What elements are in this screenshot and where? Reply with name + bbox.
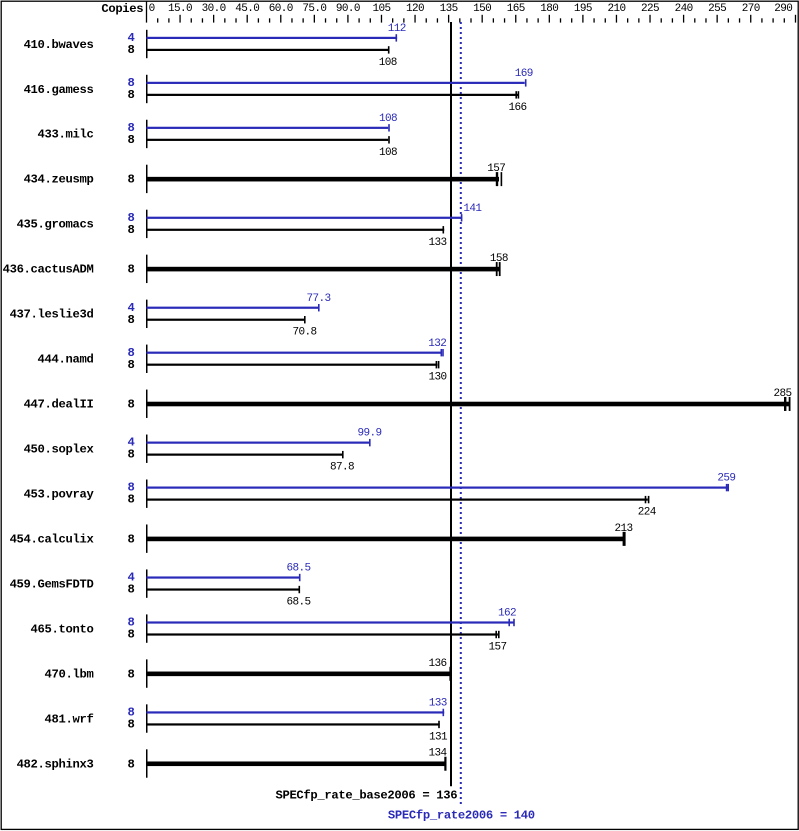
svg-text:68.5: 68.5	[286, 597, 310, 609]
svg-text:75.0: 75.0	[302, 3, 326, 15]
svg-text:180: 180	[540, 3, 558, 15]
svg-text:8: 8	[128, 616, 135, 630]
svg-text:482.sphinx3: 482.sphinx3	[17, 757, 94, 771]
svg-text:68.5: 68.5	[286, 563, 310, 575]
svg-text:213: 213	[614, 523, 632, 535]
svg-text:87.8: 87.8	[330, 462, 354, 474]
svg-text:447.dealII: 447.dealII	[24, 398, 94, 412]
svg-text:99.9: 99.9	[357, 428, 381, 440]
svg-text:434.zeusmp: 434.zeusmp	[24, 173, 94, 187]
svg-text:290: 290	[774, 3, 792, 15]
svg-text:8: 8	[128, 493, 135, 507]
svg-text:410.bwaves: 410.bwaves	[24, 38, 94, 52]
svg-text:108: 108	[379, 57, 397, 69]
svg-text:4: 4	[128, 436, 135, 450]
svg-text:454.calculix: 454.calculix	[10, 532, 95, 546]
svg-text:136: 136	[428, 658, 446, 670]
svg-text:45.0: 45.0	[235, 3, 259, 15]
svg-text:8: 8	[128, 757, 135, 771]
svg-text:444.namd: 444.namd	[38, 353, 94, 367]
svg-text:8: 8	[128, 718, 135, 732]
svg-text:8: 8	[128, 398, 135, 412]
svg-text:459.GemsFDTD: 459.GemsFDTD	[10, 577, 94, 591]
svg-text:224: 224	[638, 507, 657, 519]
svg-text:132: 132	[428, 338, 446, 350]
svg-text:130: 130	[428, 372, 446, 384]
svg-text:8: 8	[128, 583, 135, 597]
svg-text:131: 131	[429, 731, 448, 743]
svg-text:210: 210	[607, 3, 625, 15]
svg-text:60.0: 60.0	[269, 3, 293, 15]
svg-text:435.gromacs: 435.gromacs	[17, 218, 94, 232]
svg-text:112: 112	[388, 23, 406, 35]
svg-text:225: 225	[641, 3, 659, 15]
svg-text:133: 133	[429, 698, 447, 710]
svg-text:SPECfp_rate2006 = 140: SPECfp_rate2006 = 140	[388, 808, 535, 822]
svg-text:4: 4	[128, 571, 135, 585]
svg-text:8: 8	[128, 346, 135, 360]
svg-text:15.0: 15.0	[168, 3, 192, 15]
svg-text:8: 8	[128, 481, 135, 495]
svg-text:8: 8	[128, 628, 135, 642]
svg-text:120: 120	[406, 3, 424, 15]
svg-text:157: 157	[487, 163, 505, 175]
svg-text:8: 8	[128, 667, 135, 681]
svg-text:8: 8	[128, 121, 135, 135]
svg-text:4: 4	[128, 31, 135, 45]
svg-text:270: 270	[742, 3, 760, 15]
svg-text:150: 150	[473, 3, 491, 15]
svg-text:8: 8	[128, 358, 135, 372]
svg-text:169: 169	[515, 68, 533, 80]
svg-text:195: 195	[574, 3, 592, 15]
svg-text:8: 8	[128, 211, 135, 225]
svg-text:166: 166	[508, 102, 526, 114]
svg-text:255: 255	[708, 3, 726, 15]
svg-text:77.3: 77.3	[306, 293, 330, 305]
svg-text:8: 8	[128, 88, 135, 102]
svg-text:157: 157	[488, 642, 506, 654]
svg-text:8: 8	[128, 133, 135, 147]
svg-text:285: 285	[773, 388, 791, 400]
svg-text:30.0: 30.0	[202, 3, 226, 15]
svg-text:8: 8	[128, 532, 135, 546]
svg-text:SPECfp_rate_base2006 = 136: SPECfp_rate_base2006 = 136	[275, 789, 457, 803]
svg-text:437.leslie3d: 437.leslie3d	[10, 308, 94, 322]
svg-text:436.cactusADM: 436.cactusADM	[3, 263, 94, 277]
svg-text:416.gamess: 416.gamess	[24, 83, 94, 97]
svg-text:141: 141	[463, 203, 482, 215]
svg-text:481.wrf: 481.wrf	[45, 712, 94, 726]
svg-text:453.povray: 453.povray	[24, 488, 95, 502]
svg-text:90.0: 90.0	[336, 3, 360, 15]
svg-text:8: 8	[128, 706, 135, 720]
svg-text:8: 8	[128, 223, 135, 237]
svg-text:450.soplex: 450.soplex	[24, 443, 95, 457]
svg-text:162: 162	[498, 608, 516, 620]
svg-text:Copies: Copies	[101, 2, 143, 16]
svg-text:70.8: 70.8	[292, 327, 316, 339]
svg-text:8: 8	[128, 263, 135, 277]
svg-text:8: 8	[128, 448, 135, 462]
svg-text:108: 108	[379, 113, 397, 125]
svg-text:108: 108	[379, 147, 397, 159]
svg-text:259: 259	[717, 473, 735, 485]
svg-text:240: 240	[675, 3, 693, 15]
svg-text:8: 8	[128, 76, 135, 90]
svg-text:433.milc: 433.milc	[38, 128, 94, 142]
svg-text:134: 134	[428, 748, 447, 760]
svg-text:105: 105	[372, 3, 390, 15]
svg-text:470.lbm: 470.lbm	[45, 667, 94, 681]
svg-text:165: 165	[507, 3, 525, 15]
svg-text:135: 135	[440, 3, 458, 15]
svg-text:133: 133	[428, 237, 446, 249]
svg-text:465.tonto: 465.tonto	[31, 622, 94, 636]
svg-text:4: 4	[128, 301, 135, 315]
svg-text:8: 8	[128, 313, 135, 327]
svg-text:8: 8	[128, 43, 135, 57]
svg-text:158: 158	[490, 253, 508, 265]
svg-text:0: 0	[149, 3, 155, 15]
svg-text:8: 8	[128, 173, 135, 187]
